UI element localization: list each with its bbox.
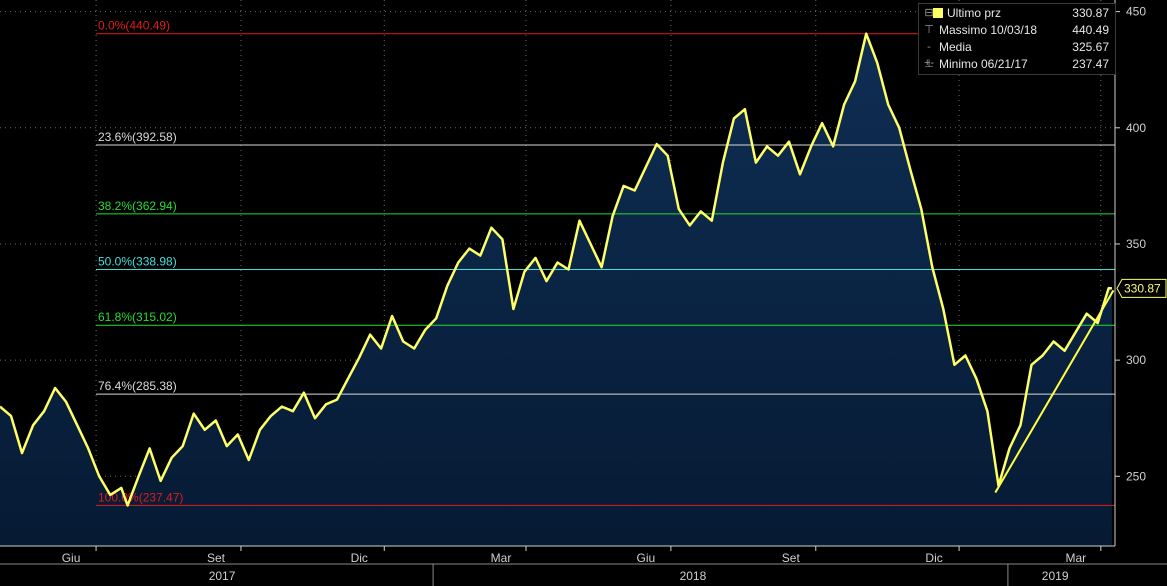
price-line-layer xyxy=(0,32,1115,507)
min-marker-icon: ⊥ xyxy=(924,58,934,70)
y-tick-label: 250 xyxy=(1126,469,1146,483)
legend-item-max: ⊤ Massimo 10/03/18 440.49 xyxy=(919,22,1115,38)
max-marker-icon: ⊤ xyxy=(924,24,934,36)
last-value-tag xyxy=(1116,278,1167,298)
legend-label: Minimo 06/21/17 xyxy=(939,57,1028,71)
y-tick-label: 300 xyxy=(1126,353,1146,367)
legend: ⊟ Ultimo prz 330.87 ⊤ Massimo 10/03/18 4… xyxy=(918,3,1116,75)
trend-line xyxy=(994,289,1115,494)
fib-level-label: 76.4%(285.38) xyxy=(98,379,177,393)
price-area xyxy=(0,33,1112,546)
year-label: 2017 xyxy=(209,569,236,583)
fib-level-label: 0.0%(440.49) xyxy=(98,19,170,33)
legend-value: 330.87 xyxy=(1072,6,1109,20)
fib-level-label: 50.0%(338.98) xyxy=(98,255,177,269)
price-line xyxy=(0,32,1113,507)
legend-label: Massimo 10/03/18 xyxy=(939,23,1038,37)
x-tick-label: Dic xyxy=(925,551,942,565)
y-tick-label: 450 xyxy=(1126,5,1146,19)
y-tick-label: 400 xyxy=(1126,121,1146,135)
legend-item-min: ⊥ Minimo 06/21/17 237.47 xyxy=(919,56,1115,72)
mean-marker-icon: -+- xyxy=(923,41,935,69)
x-tick-label: Giu xyxy=(62,551,81,565)
year-label: 2018 xyxy=(680,569,707,583)
price-area-fill xyxy=(0,33,1112,546)
x-tick-label: Dic xyxy=(351,551,368,565)
legend-item-mean: -+- Media 325.67 xyxy=(919,39,1115,69)
fib-level-label: 38.2%(362.94) xyxy=(98,199,177,213)
x-tick-label: Set xyxy=(207,551,226,565)
legend-value: 237.47 xyxy=(1072,57,1109,71)
fib-level-label: 61.8%(315.02) xyxy=(98,310,177,324)
fibonacci-levels: 0.0%(440.49) 23.6%(392.58) 38.2%(362.94) 50… xyxy=(96,19,1115,506)
x-tick-label: Set xyxy=(782,551,801,565)
x-tick-label: Mar xyxy=(491,551,512,565)
fib-level-label: 100.0%(237.47) xyxy=(98,490,183,504)
legend-item-last-price: ⊟ Ultimo prz 330.87 xyxy=(919,5,1115,21)
legend-value: 325.67 xyxy=(1072,40,1109,54)
legend-label: Media xyxy=(939,40,972,54)
legend-label: Ultimo prz xyxy=(947,6,1002,20)
year-label: 2019 xyxy=(1042,569,1069,583)
legend-value: 440.49 xyxy=(1072,23,1109,37)
legend-swatch xyxy=(933,8,943,18)
last-value-label: 330.87 xyxy=(1124,281,1161,295)
x-tick-label: Mar xyxy=(1065,551,1086,565)
fib-level-label: 23.6%(392.58) xyxy=(98,130,177,144)
x-tick-label: Giu xyxy=(637,551,656,565)
y-tick-label: 350 xyxy=(1126,237,1146,251)
collapse-icon[interactable]: ⊟ xyxy=(924,7,934,19)
